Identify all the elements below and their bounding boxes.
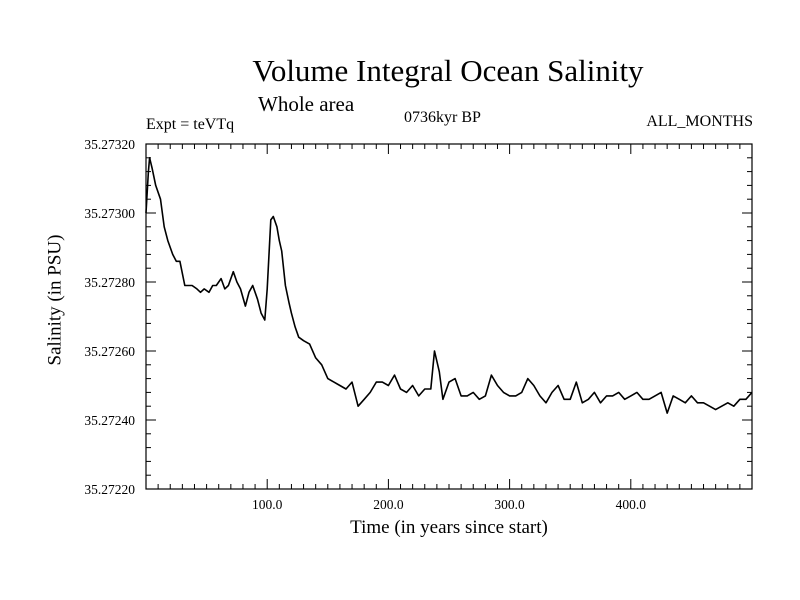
chart-title: Volume Integral Ocean Salinity [252, 53, 644, 88]
y-tick-label: 35.27240 [84, 413, 135, 428]
salinity-series-line [145, 157, 753, 414]
era-label: 0736kyr BP [404, 109, 481, 126]
chart-subtitle: Whole area [258, 92, 355, 116]
x-tick-label: 100.0 [252, 497, 283, 512]
x-tick-label: 300.0 [494, 497, 525, 512]
y-tick-label: 35.27300 [84, 206, 135, 221]
x-axis-label: Time (in years since start) [350, 517, 548, 538]
x-tick-label: 200.0 [373, 497, 404, 512]
experiment-label: Expt = teVTq [146, 116, 235, 133]
y-tick-label: 35.27280 [84, 275, 135, 290]
y-tick-label: 35.27260 [84, 344, 135, 359]
x-tick-label: 400.0 [616, 497, 647, 512]
plot-frame [145, 143, 753, 490]
y-tick-label: 35.27220 [84, 482, 135, 497]
y-tick-label: 35.27320 [84, 137, 135, 152]
months-label: ALL_MONTHS [646, 113, 753, 130]
